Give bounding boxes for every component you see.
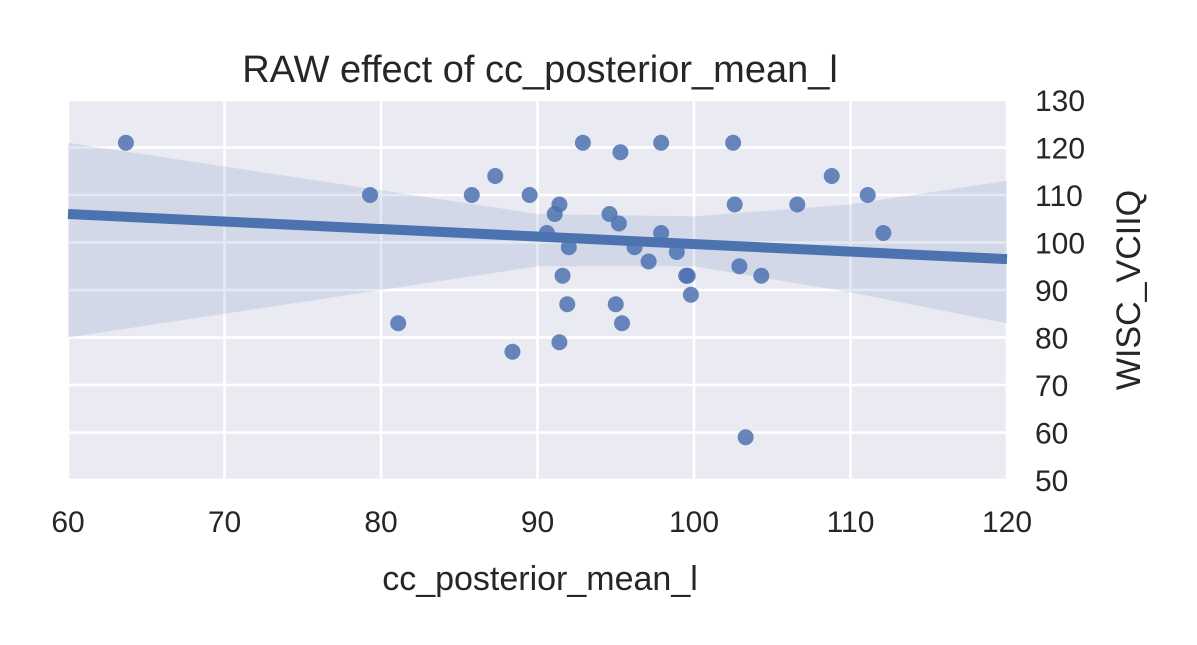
data-point xyxy=(559,296,576,313)
regression-line-group xyxy=(67,209,1008,265)
regression-line xyxy=(67,209,1008,265)
data-point xyxy=(753,267,770,284)
y-tick-label: 60 xyxy=(1035,418,1068,451)
data-point xyxy=(614,315,631,332)
data-point xyxy=(487,168,504,184)
data-point xyxy=(726,196,743,213)
data-point xyxy=(504,343,521,360)
y-tick-label: 100 xyxy=(1035,228,1085,261)
data-point xyxy=(463,187,480,203)
y-tick-label: 110 xyxy=(1035,180,1083,213)
y-tick-label: 80 xyxy=(1035,323,1068,356)
data-point xyxy=(679,267,696,284)
y-tick-label: 70 xyxy=(1035,370,1068,403)
x-tick-label: 60 xyxy=(51,506,84,539)
data-point xyxy=(682,286,699,303)
scatter-points xyxy=(117,134,892,446)
x-tick-label: 110 xyxy=(827,506,875,539)
data-point xyxy=(610,215,627,232)
y-tick-label: 90 xyxy=(1035,275,1068,308)
data-point xyxy=(653,225,670,241)
data-point xyxy=(823,168,840,184)
data-point xyxy=(653,134,670,151)
data-point xyxy=(574,134,591,151)
data-point xyxy=(521,187,538,203)
data-point xyxy=(538,225,555,241)
y-tick-label: 50 xyxy=(1035,465,1068,498)
data-point xyxy=(737,429,754,446)
data-point xyxy=(640,253,657,270)
data-point xyxy=(626,239,643,256)
data-point xyxy=(560,239,577,256)
data-point xyxy=(390,315,407,332)
data-point xyxy=(875,225,892,241)
x-tick-label: 120 xyxy=(982,506,1032,539)
y-axis-label: WISC_VCIIQ xyxy=(1110,190,1148,390)
x-tick-label: 80 xyxy=(364,506,397,539)
data-point xyxy=(554,267,571,284)
data-point xyxy=(859,187,876,203)
data-point xyxy=(551,334,568,351)
data-point xyxy=(668,244,685,260)
data-point xyxy=(117,134,134,151)
data-point xyxy=(731,258,748,275)
chart-title: RAW effect of cc_posterior_mean_l xyxy=(242,49,838,91)
y-tick-label: 120 xyxy=(1035,133,1085,166)
y-tick-label: 130 xyxy=(1035,85,1085,118)
x-tick-label: 100 xyxy=(669,506,719,539)
data-point xyxy=(362,187,379,203)
x-axis-label: cc_posterior_mean_l xyxy=(382,560,698,598)
x-tick-label: 70 xyxy=(208,506,241,539)
data-point xyxy=(612,144,629,161)
x-tick-label: 90 xyxy=(521,506,554,539)
x-tick-labels: 60 70 80 90 100 110 120 xyxy=(51,506,1032,539)
data-point xyxy=(789,196,806,213)
y-tick-labels: 50 60 70 80 90 100 110 120 130 xyxy=(1035,85,1085,498)
data-point xyxy=(725,134,742,151)
data-point xyxy=(551,196,568,213)
data-point xyxy=(607,296,624,313)
